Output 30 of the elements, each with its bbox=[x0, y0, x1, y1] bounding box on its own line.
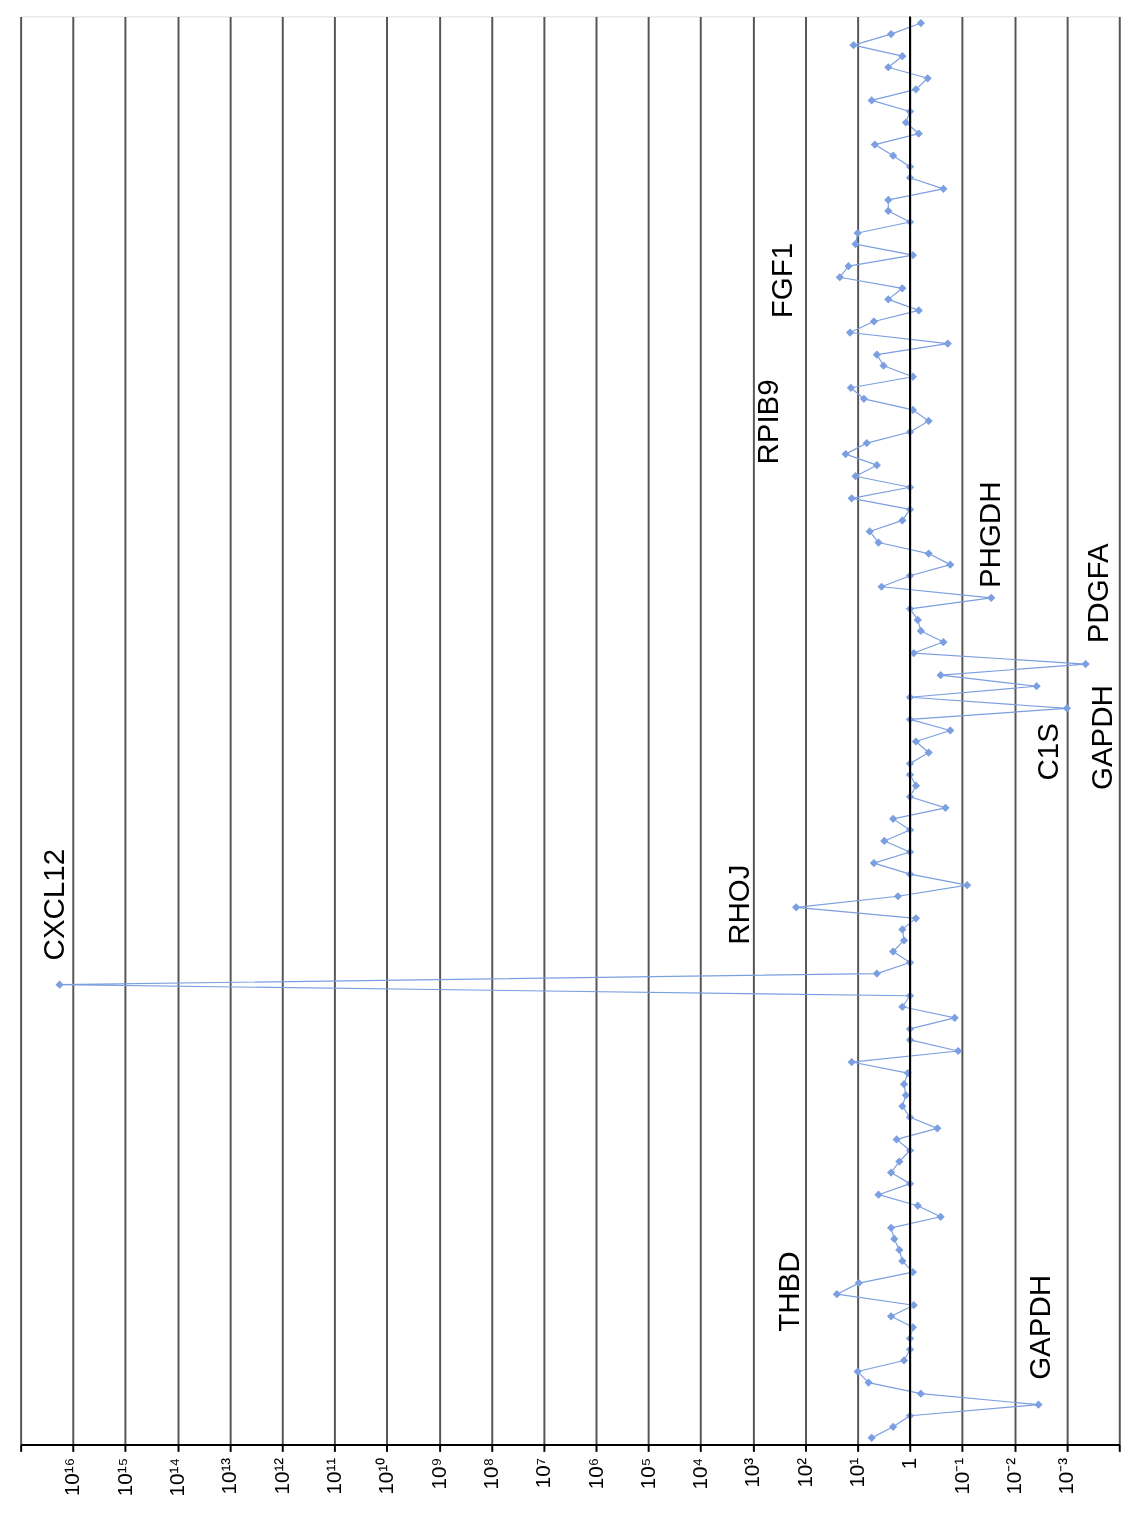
x-tick-label: 10⁻² bbox=[1002, 1457, 1026, 1495]
annotation: PHGDH bbox=[972, 481, 1006, 589]
annotation: PDGFA bbox=[1081, 543, 1115, 644]
x-tick-label: 10¹ bbox=[845, 1457, 869, 1488]
x-tick-label: 1 bbox=[897, 1457, 921, 1470]
x-tick-label: 10⁵ bbox=[635, 1457, 659, 1490]
x-tick-label: 10¹³ bbox=[217, 1457, 241, 1495]
x-tick-label: 10¹¹ bbox=[321, 1457, 345, 1495]
x-tick-label: 10⁸ bbox=[478, 1457, 502, 1490]
annotation: C1S bbox=[1030, 723, 1064, 781]
annotation: GAPDH bbox=[1023, 1274, 1057, 1380]
x-tick-label: 10¹⁴ bbox=[164, 1457, 188, 1497]
x-tick-label: 10⁻¹ bbox=[949, 1457, 973, 1495]
x-tick-label: 10⁻³ bbox=[1054, 1457, 1078, 1495]
x-tick-label: 10¹⁶ bbox=[60, 1457, 84, 1497]
x-tick-label: 10⁷ bbox=[531, 1457, 555, 1489]
x-tick-label: 10⁹ bbox=[426, 1457, 450, 1490]
annotation: RPIB9 bbox=[750, 379, 784, 465]
x-tick-label: 10⁴ bbox=[688, 1457, 712, 1490]
x-tick-label: 10¹² bbox=[269, 1457, 293, 1495]
annotation: THBD bbox=[771, 1251, 805, 1332]
x-tick-label: 10⁶ bbox=[583, 1457, 607, 1490]
annotation: FGF1 bbox=[764, 242, 798, 319]
x-tick-label: 10² bbox=[792, 1457, 816, 1488]
annotation: RHOJ bbox=[722, 864, 756, 945]
x-tick-label: 10¹⁵ bbox=[112, 1457, 136, 1497]
x-tick-label: 10³ bbox=[740, 1457, 764, 1488]
x-tick-label: 10¹⁰ bbox=[374, 1457, 398, 1495]
annotation: CXCL12 bbox=[36, 848, 70, 961]
annotation: GAPDH bbox=[1084, 685, 1118, 791]
